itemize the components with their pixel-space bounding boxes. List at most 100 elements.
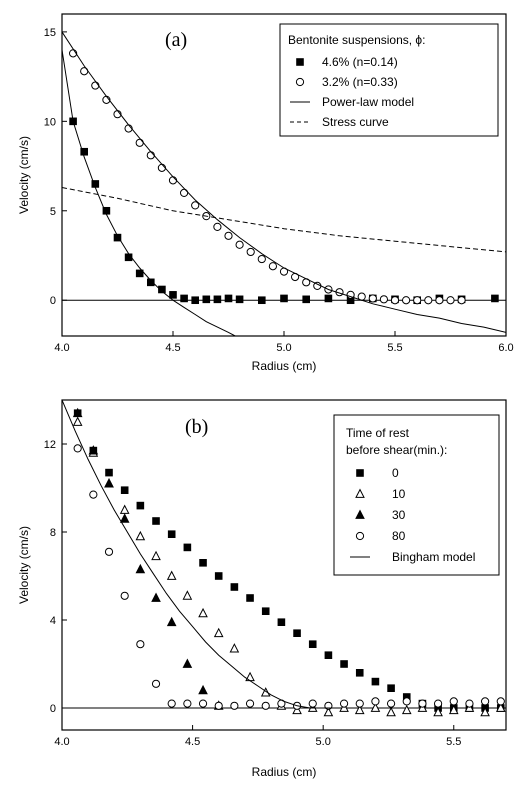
panel-b-series-0-point-9: [214, 572, 223, 580]
panel-b-plot-frame: [61, 399, 507, 731]
panel-b-series-80-point-23: [433, 699, 443, 708]
panel-b-series-30-point-0: [72, 407, 83, 418]
panel-b-series-30-point-5: [151, 592, 161, 602]
panel-a-series-3-2-n-0-33-point-30: [402, 296, 411, 305]
panel-b-y-ticks: 0 4 8 12: [44, 439, 67, 715]
panel-a-series-3-2-n-0-33-point-15: [235, 240, 244, 249]
panel-b-series-0-point-16: [324, 651, 333, 659]
panel-a-series-4-6-n-0-14-point-16: [257, 296, 266, 305]
panel-b-legend-entry-4-label: Bingham model: [392, 550, 475, 564]
panel-b-series-10-point-16: [323, 706, 334, 717]
panel-a-x-tick-label-1: 4.5: [165, 342, 180, 354]
panel-a-legend-entry-3-label: Stress curve: [322, 115, 389, 129]
panel-a-series-3-2-n-0-33-point-2: [91, 81, 100, 90]
panel-b-y-axis-label: Velocity (cm/s): [17, 526, 31, 604]
panel-a-series: [62, 31, 506, 336]
panel-a-series-stress-curve-line: [62, 187, 506, 253]
panel-b-legend-entry-3-swatch: [355, 531, 365, 541]
panel-a-legend-entry-1-label: 3.2% (n=0.33): [322, 75, 398, 89]
panel-b-series-80-point-1: [89, 490, 98, 499]
panel-a-y-tick-label-3: 15: [44, 27, 56, 39]
panel-a-y-tick-label-2: 10: [44, 116, 56, 128]
panel-a-chart: 4.0 4.5 5.0 5.5 6.0 0 5 10 15 (a) Radius (cm) V…: [17, 13, 514, 373]
panel-a-series-3-2-n-0-33-point-34: [446, 296, 455, 305]
panel-a-series-3-2-n-0-33-point-9: [168, 176, 178, 185]
panel-b-series-10-point-7: [182, 590, 193, 600]
panel-a-x-tick-label-4: 6.0: [498, 342, 513, 354]
panel-b-x-tick-label-2: 5.0: [316, 736, 331, 748]
panel-a-series-4-6-n-0-14-point-18: [302, 295, 310, 304]
panel-b-series-80-point-9: [214, 701, 223, 710]
panel-b-series-10-point-4: [135, 530, 146, 541]
panel-b-series-10-point-3: [119, 504, 130, 514]
panel-a-series-4-6-n-0-14-point-9: [169, 291, 177, 299]
panel-b-series-30-point-8: [198, 684, 208, 695]
panel-b-series-10-point-27: [495, 702, 506, 712]
panel-a-legend-title: Bentonite suspensions, ϕ:: [288, 33, 425, 47]
panel-b-x-tick-label-1: 4.5: [185, 736, 200, 748]
panel-a-series-3-2-n-0-33-point-33: [435, 296, 444, 305]
panel-a-series-4-6-n-0-14-point-17: [280, 294, 288, 303]
panel-b-chart: 4.0 4.5 5.0 5.5 0 4 8 12 (b) Radius (cm) Veloc…: [17, 399, 507, 779]
panel-a-series-4-6-n-0-14-point-6: [135, 269, 144, 278]
panel-b-series-80-point-2: [104, 547, 114, 556]
panel-a-y-tick-label-0: 0: [50, 295, 56, 307]
panel-b-series-30-point-6: [166, 616, 177, 627]
panel-a-series-3-2-n-0-33-point-16: [246, 247, 255, 257]
panel-a-legend-entry-2-label: Power-law model: [322, 95, 414, 109]
panel-a-series-3-2-n-0-33-point-14: [224, 231, 233, 240]
panel-b-series-80-point-15: [308, 699, 317, 708]
panel-a-series-4-6-n-0-14-point-4: [113, 233, 122, 242]
panel-b-series-80-point-21: [402, 697, 411, 706]
panel-b-series-80-point-11: [245, 699, 255, 708]
panel-a-x-tick-label-2: 5.0: [276, 342, 291, 354]
panel-a-series-4-6-n-0-14-point-11: [191, 296, 200, 305]
panel-a-series-4-6-n-0-14-point-8: [158, 285, 166, 294]
panel-a-legend-entry-0-swatch: [296, 58, 304, 66]
panel-b-series-0-point-12: [261, 607, 270, 615]
panel-b-legend-title-line-1: Time of rest: [346, 426, 410, 440]
panel-b-series-10-point-24: [448, 704, 459, 715]
panel-a-y-tick-label-1: 5: [50, 206, 56, 218]
panel-b-y-tick-label-1: 4: [50, 615, 56, 627]
panel-a-series-3-2-n-0-33-point-27: [368, 294, 377, 303]
panel-a-x-tick-label-0: 4.0: [54, 342, 69, 354]
panel-a-series-4-6-n-0-14-point-15: [235, 295, 244, 304]
panel-a-series-3-2-n-0-33-point-29: [390, 296, 400, 305]
panel-b-legend-entries: 0 10 30 80 Bingham model: [350, 466, 475, 564]
panel-a-series-3-2-n-0-33-point-18: [268, 262, 277, 271]
panel-b-series-80-point-10: [230, 701, 239, 710]
panel-a-series-4-6-n-0-14-point-26: [491, 294, 499, 303]
panel-b-legend-entry-3-label: 80: [392, 529, 406, 543]
panel-b-series-30-point-2: [104, 478, 114, 488]
panel-a-series-4-6-n-0-14-point-1: [80, 147, 89, 156]
panel-a-legend-entry-0-label: 4.6% (n=0.14): [322, 55, 398, 69]
panel-b-series-0-point-7: [183, 543, 192, 552]
panel-b-series-80: [73, 444, 505, 710]
panel-b-y-tick-label-3: 12: [44, 439, 56, 451]
panel-b-series-80-point-25: [465, 699, 474, 708]
panel-b-series-0-point-18: [355, 669, 364, 677]
panel-a-legend: Bentonite suspensions, ϕ: 4.6% (n=0.14) 3…: [279, 23, 499, 137]
panel-b-series-10-point-18: [354, 704, 365, 715]
panel-b-x-tick-label-3: 5.5: [446, 736, 461, 748]
panel-b-series-0-point-11: [246, 594, 254, 602]
panel-b-series-80-point-26: [481, 697, 490, 706]
panel-a-series-4-6-n-0-14-point-10: [180, 294, 188, 303]
panel-a-series-3-2-n-0-33-point-32: [424, 296, 433, 305]
panel-b-x-axis-label: Radius (cm): [252, 765, 317, 779]
panel-a-x-axis-label: Radius (cm): [252, 359, 317, 373]
panel-b-legend-entry-0-label: 0: [392, 466, 399, 480]
panel-a-series-4-6-n-0-14-point-13: [213, 295, 222, 304]
panel-a-series-power-law-model-4-6-line: [62, 49, 236, 336]
panel-b-series-80-point-8: [198, 699, 208, 708]
panel-a-series-3-2-n-0-33-point-28: [379, 295, 388, 304]
panel-b-series-80-point-4: [136, 640, 145, 649]
panel-a-series-power-law-model-3-2-line: [62, 31, 506, 333]
panel-b-series-80-point-18: [355, 699, 364, 708]
panel-a-series-3-2-n-0-33-point-25: [346, 290, 355, 299]
panel-b-legend: Time of rest before shear(min.): 0 10 30 80…: [333, 414, 500, 576]
panel-b-series-80-point-27: [496, 697, 505, 706]
panel-a-series-4-6-n-0-14: [69, 117, 499, 305]
